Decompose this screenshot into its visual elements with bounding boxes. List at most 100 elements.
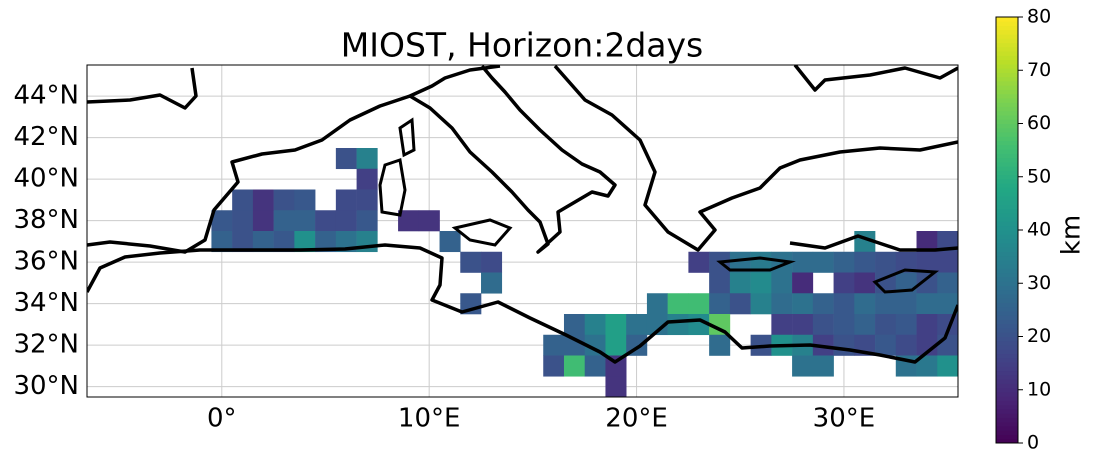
grid-cell	[294, 210, 316, 232]
grid-cell	[626, 314, 648, 336]
cells	[211, 148, 958, 397]
grid-cell	[563, 314, 586, 336]
grid-cell	[937, 334, 958, 356]
colorbar-swatch	[996, 425, 1018, 431]
colorbar-swatch	[996, 200, 1018, 205]
grid-cell	[584, 314, 606, 336]
colorbar-swatch	[996, 383, 1018, 389]
colorbar-swatch	[996, 149, 1018, 154]
grid-cell	[792, 314, 814, 336]
colorbar-swatch	[996, 55, 1018, 61]
colorbar-swatch	[996, 63, 1018, 69]
colorbar-swatch	[996, 400, 1018, 406]
grid-cell	[937, 272, 958, 294]
colorbar-swatch	[996, 272, 1018, 278]
colorbar-swatch	[996, 191, 1018, 197]
colorbar-swatch	[996, 421, 1018, 427]
colorbar-tick-label: 70	[1027, 59, 1051, 81]
colorbar-swatch	[996, 374, 1018, 380]
y-tick-label: 40°N	[13, 164, 79, 194]
grid-cell	[895, 334, 917, 356]
colorbar-swatch	[996, 310, 1018, 316]
grid-cell	[294, 189, 316, 211]
colorbar-swatch	[996, 166, 1018, 171]
colorbar-swatch	[996, 396, 1018, 401]
grid-cell	[875, 314, 897, 336]
colorbar-swatch	[996, 225, 1018, 231]
colorbar-swatch	[996, 336, 1018, 342]
grid-cell	[771, 293, 793, 315]
colorbar-swatch	[996, 387, 1018, 393]
colorbar-label: km	[1057, 215, 1087, 255]
x-tick-label: 30°E	[813, 404, 876, 434]
colorbar-swatch	[996, 85, 1018, 90]
colorbar-swatch	[996, 204, 1018, 210]
colorbar-swatch	[996, 357, 1018, 363]
colorbar-tick-label: 40	[1027, 219, 1051, 241]
colorbar-swatch	[996, 102, 1018, 107]
grid-cell	[916, 334, 938, 356]
grid-cell	[709, 314, 731, 336]
colorbar-swatch	[996, 413, 1018, 418]
grid-cell	[895, 293, 917, 315]
grid-cell	[709, 293, 731, 315]
grid-cell	[729, 251, 751, 273]
colorbar-swatch	[996, 93, 1018, 99]
grid-cell	[294, 231, 316, 253]
colorbar-swatch	[996, 89, 1018, 95]
colorbar-swatch	[996, 302, 1018, 308]
colorbar-swatch	[996, 208, 1018, 214]
colorbar-swatch	[996, 21, 1018, 27]
colorbar-swatch	[996, 349, 1018, 355]
colorbar-swatch	[996, 97, 1018, 103]
grid-cell	[854, 293, 876, 315]
grid-cell	[688, 293, 710, 315]
grid-cell	[335, 148, 357, 170]
grid-cell	[356, 210, 378, 232]
grid-cell	[356, 189, 378, 211]
map-title: MIOST, Horizon:2days	[341, 26, 703, 65]
colorbar-tick-label: 10	[1027, 378, 1051, 400]
colorbar: 0 10 20 30 40 50 60 70 80	[995, 6, 1051, 454]
grid-cell	[875, 334, 897, 356]
colorbar-swatch	[996, 170, 1018, 176]
colorbar-swatch	[996, 323, 1018, 329]
grid-cell	[584, 355, 606, 377]
colorbar-swatch	[996, 110, 1018, 116]
colorbar-swatch	[996, 285, 1018, 291]
colorbar-swatch	[996, 404, 1018, 410]
colorbar-swatch	[996, 221, 1018, 227]
grid-cell	[771, 314, 793, 336]
colorbar-swatch	[996, 187, 1018, 193]
grid-cell	[709, 272, 731, 294]
grid-cell	[812, 251, 834, 273]
grid-cell	[252, 210, 274, 232]
grid-cell	[916, 355, 938, 377]
grid-cell	[854, 251, 876, 273]
grid-cell	[895, 314, 917, 336]
y-tick-label: 42°N	[13, 122, 79, 152]
grid-cell	[792, 293, 814, 315]
grid	[87, 65, 958, 397]
grid-cell	[812, 293, 834, 315]
colorbar-swatch	[996, 217, 1018, 222]
colorbar-swatch	[996, 119, 1018, 124]
colorbar-swatch	[996, 379, 1018, 384]
grid-cell	[875, 251, 897, 273]
colorbar-tick-label: 50	[1027, 165, 1051, 187]
grid-cell	[211, 231, 233, 253]
grid-cell	[667, 293, 689, 315]
grid-cell	[335, 210, 357, 232]
colorbar-swatch	[996, 298, 1018, 303]
colorbar-swatch	[996, 366, 1018, 372]
colorbar-swatch	[996, 289, 1018, 295]
colorbar-swatch	[996, 68, 1018, 73]
grid-cell	[833, 334, 855, 356]
grid-cell	[771, 272, 793, 294]
colorbar-swatch	[996, 76, 1018, 82]
colorbar-swatch	[996, 195, 1018, 201]
grid-cell	[812, 355, 834, 377]
grid-cell	[315, 210, 337, 232]
colorbar-swatch	[996, 327, 1018, 333]
grid-cell	[273, 189, 295, 211]
